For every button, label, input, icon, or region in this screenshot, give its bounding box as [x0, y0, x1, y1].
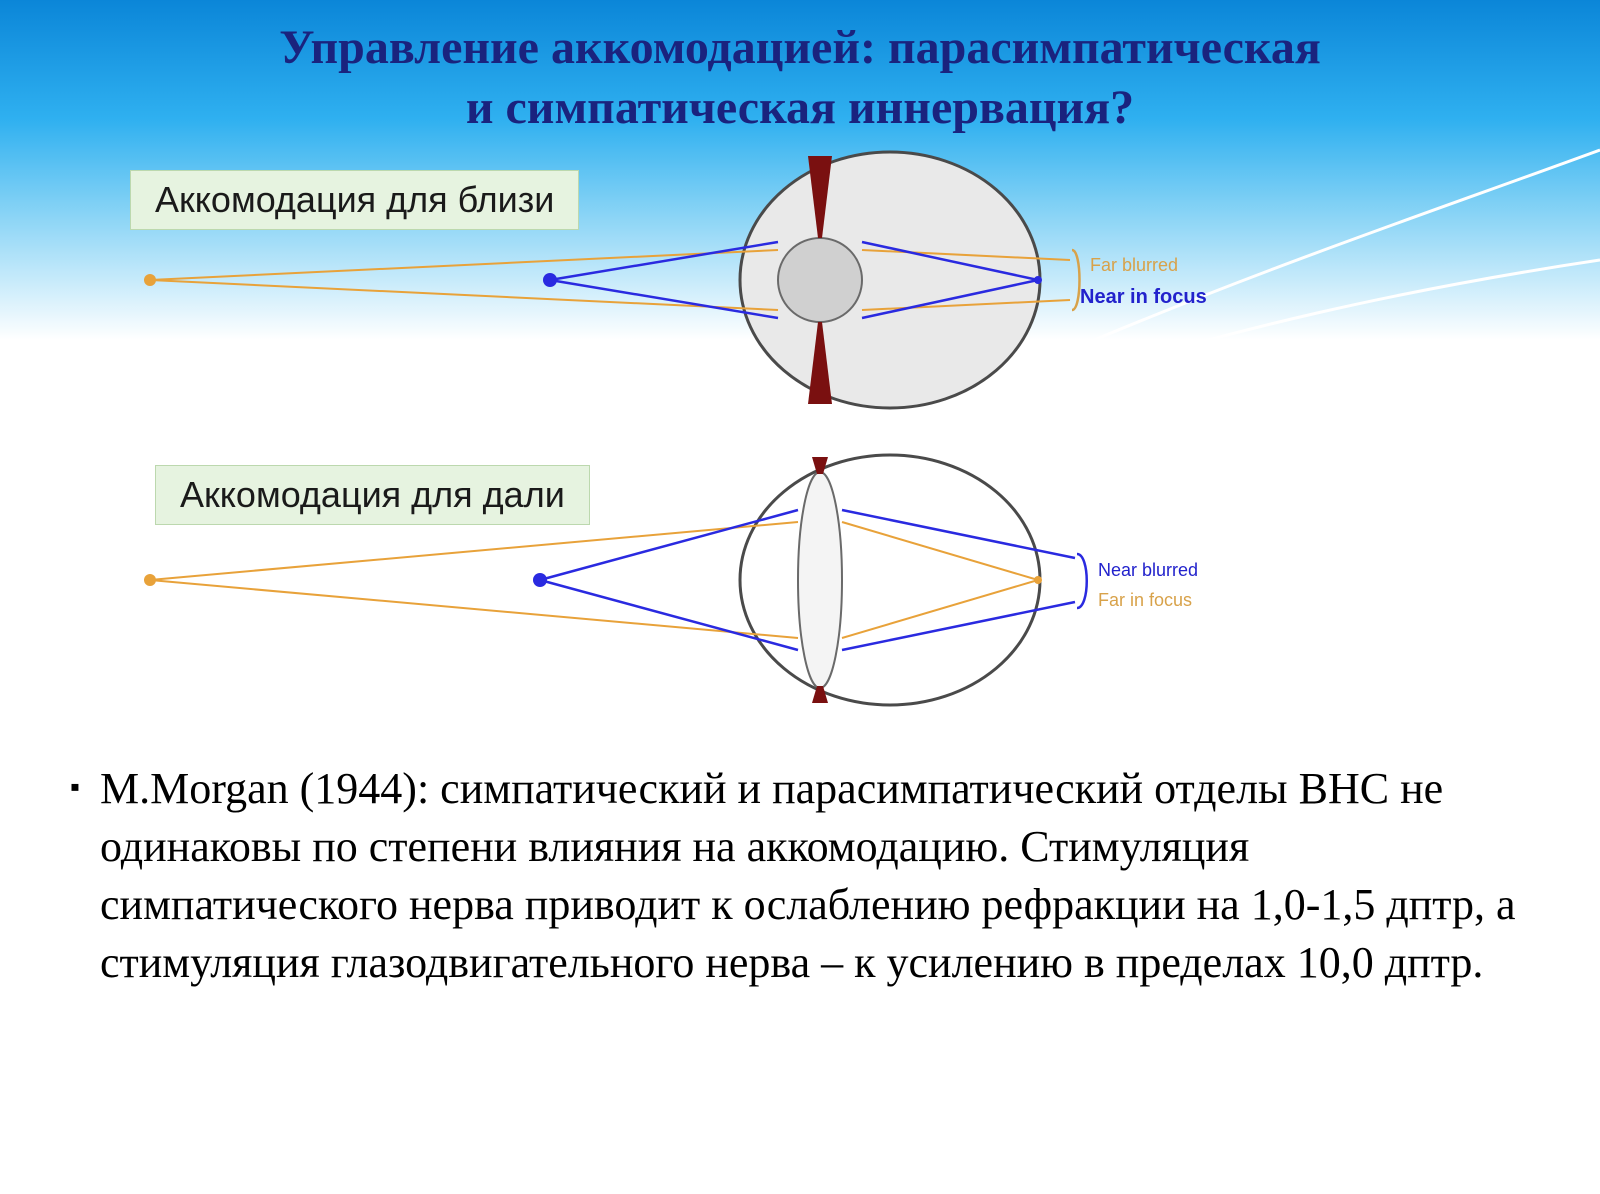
- body-content: M.Morgan (1944): симпатический и парасим…: [100, 760, 1530, 992]
- annot-near-in-focus: Near in focus: [1080, 286, 1207, 309]
- page-title: Управление аккомодацией: парасимпатическ…: [0, 18, 1600, 138]
- diagram-near: [120, 150, 1100, 410]
- diagram-far: [120, 450, 1100, 710]
- annot-far-near-blurred: Near blurred: [1098, 560, 1198, 581]
- body-paragraph: ▪ M.Morgan (1944): симпатический и парас…: [50, 760, 1530, 992]
- title-line2: и симпатическая иннервация?: [466, 81, 1134, 134]
- annot-near-far-blurred: Far blurred: [1090, 255, 1178, 276]
- annot-far-in-focus: Far in focus: [1098, 590, 1192, 611]
- title-line1: Управление аккомодацией: парасимпатическ…: [279, 21, 1321, 74]
- bullet-marker: ▪: [50, 760, 100, 992]
